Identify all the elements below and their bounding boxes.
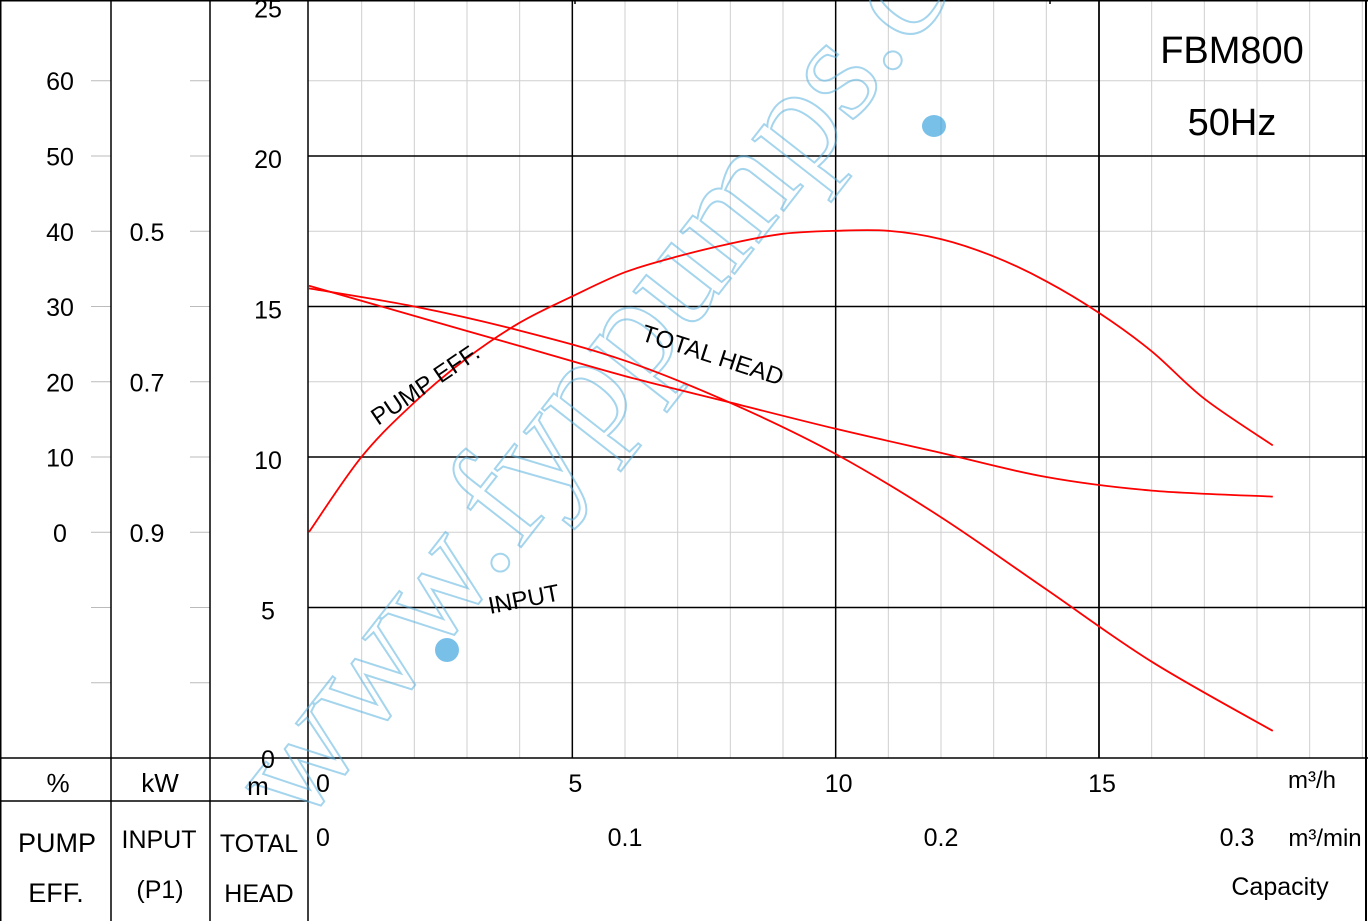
frequency-label: 50Hz [1188,102,1277,144]
watermark-dot [922,115,946,137]
watermark-text: www.fyppumps.com [195,0,1094,850]
x-tick-label-m3h: 0 [316,770,330,798]
x-tick-label-m3h: 15 [1088,770,1116,798]
x-tick-label-m3h: 5 [568,770,582,798]
x-tick-label-m3min: 0.1 [608,824,643,852]
head-unit: m [247,771,269,801]
y-tick-label-efficiency: 20 [46,369,74,397]
curves [308,229,1274,732]
head-caption-2: HEAD [224,880,293,908]
y-tick-label-head: 5 [261,598,275,626]
y-tick-label-efficiency: 60 [46,68,74,96]
efficiency-unit: % [46,768,69,798]
flow-unit-m3h: m³/h [1288,767,1336,794]
y-tick-label-head: 10 [254,447,282,475]
efficiency-caption-1: PUMP [18,828,96,858]
head-caption-1: TOTAL [220,830,298,858]
watermark-dot [435,638,459,662]
series-line-pump-eff [308,229,1274,533]
y-tick-label-efficiency: 40 [46,219,74,247]
watermark: www.fyppumps.com [194,0,1095,851]
y-tick-label-input: 0.7 [130,369,165,397]
y-tick-label-head: 0 [261,746,275,774]
efficiency-caption-2: EFF. [28,878,84,908]
y-tick-label-input: 0.5 [130,219,165,247]
y-tick-label-efficiency: 50 [46,144,74,172]
x-axis-caption: Capacity [1231,873,1329,901]
y-tick-label-head: 20 [254,146,282,174]
series-line-input [308,284,1273,498]
x-tick-label-m3min: 0 [316,824,330,852]
input-caption-1: INPUT [122,826,197,854]
y-tick-label-efficiency: 0 [53,520,67,548]
y-tick-label-efficiency: 10 [46,445,74,473]
x-tick-label-m3min: 0.2 [924,824,959,852]
x-tick-label-m3min: 0.3 [1220,824,1255,852]
y-tick-label-head: 25 [254,0,282,24]
flow-unit-m3min: m³/min [1288,825,1361,852]
series-line-total-head [308,287,1274,732]
y-tick-label-head: 15 [254,297,282,325]
major-grid [308,0,1366,758]
tick-labels: 0 5 10 15 20 25 0 10 20 30 40 50 60 0.9 0.7 0.5 0 5 10 15 0 0… [46,0,1254,852]
model-label: FBM800 [1160,30,1304,72]
y-tick-label-efficiency: 30 [46,294,74,322]
input-caption-2: (P1) [136,876,183,904]
y-tick-label-input: 0.9 [130,520,165,548]
x-tick-label-m3h: 10 [825,770,853,798]
input-unit: kW [141,768,179,798]
